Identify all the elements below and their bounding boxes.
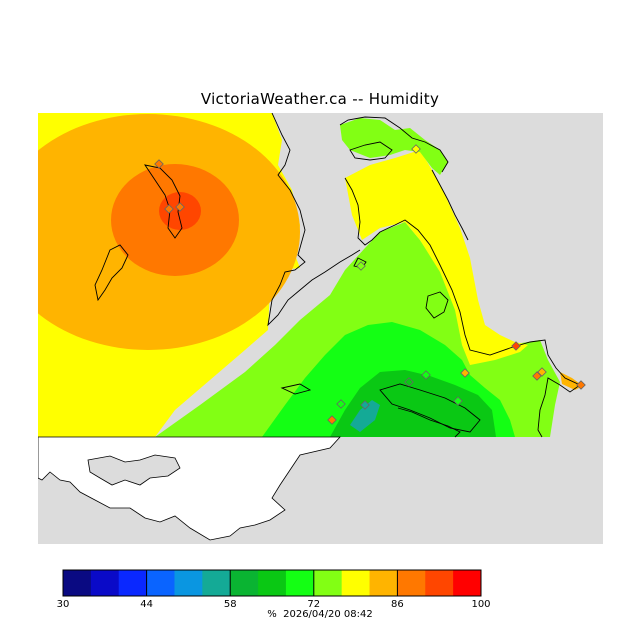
station-marker[interactable]: [336, 399, 346, 409]
colorbar-frame: [62, 569, 482, 597]
colorbar-cell: [202, 570, 231, 596]
station-marker[interactable]: [537, 367, 547, 377]
colorbar-cell: [425, 570, 454, 596]
coastlines: [94, 113, 581, 438]
colorbar-cell: [90, 570, 120, 596]
colorbar-cell: [118, 570, 148, 596]
station-markers[interactable]: [154, 144, 586, 425]
station-marker[interactable]: [576, 380, 586, 390]
colorbar-cell: [369, 570, 398, 596]
colorbar-cell: [453, 570, 482, 596]
colorbar-cell: [341, 570, 371, 596]
station-marker[interactable]: [154, 159, 164, 169]
colorbar-cell: [258, 570, 287, 596]
colorbar-ticks: 30 44 58 72 86 100: [57, 570, 491, 610]
station-marker[interactable]: [360, 400, 370, 410]
colorbar-tick-label: 72: [307, 599, 320, 610]
colorbar-cells: [63, 570, 482, 596]
colorbar-cell: [285, 570, 315, 596]
water-south-inlet: [87, 454, 181, 486]
station-marker[interactable]: [511, 341, 521, 351]
map-title: VictoriaWeather.ca -- Humidity: [200, 90, 440, 108]
colorbar-unit: %: [267, 609, 277, 620]
colorbar-tick-label: 58: [224, 599, 237, 610]
colorbar-tick-label: 30: [57, 599, 70, 610]
colorbar-caption: % 2026/04/20 08:42: [0, 609, 640, 620]
station-marker[interactable]: [404, 377, 414, 387]
colorbar-tick-label: 100: [471, 599, 490, 610]
station-marker[interactable]: [421, 370, 431, 380]
colorbar-cell: [63, 570, 92, 596]
station-marker[interactable]: [460, 368, 470, 378]
timestamp: 2026/04/20 08:42: [283, 609, 373, 620]
station-marker[interactable]: [356, 261, 366, 271]
colorbar-cell: [313, 570, 343, 596]
colorbar-cell: [397, 570, 426, 596]
colorbar-cell: [230, 570, 259, 596]
zone-green-north: [340, 118, 448, 175]
station-marker[interactable]: [411, 144, 421, 154]
station-marker[interactable]: [175, 202, 185, 212]
station-marker[interactable]: [453, 396, 463, 406]
zone-teal: [350, 400, 380, 432]
colorbar-tick-label: 44: [140, 599, 153, 610]
colorbar-tick-label: 86: [391, 599, 404, 610]
station-marker[interactable]: [164, 204, 174, 214]
colorbar-cell: [146, 570, 175, 596]
humidity-map[interactable]: [0, 0, 640, 560]
colorbar-cell: [174, 570, 203, 596]
station-marker[interactable]: [327, 415, 337, 425]
